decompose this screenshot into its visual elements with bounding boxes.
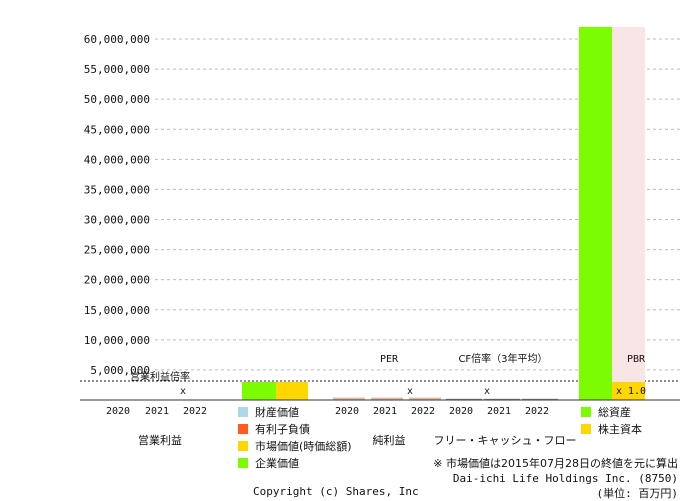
bar-shareholders-equity (612, 381, 645, 400)
x-tick-label: 2020 (106, 406, 130, 417)
multiple-label: PBR (627, 354, 646, 365)
y-tick-label: 10,000,000 (84, 334, 150, 347)
company-name: Dai-ichi Life Holdings Inc. (8750) (452, 472, 678, 485)
x-tick-label: 2022 (411, 406, 435, 417)
y-tick-label: 20,000,000 (84, 274, 150, 287)
multiple-label: CF倍率（3年平均） (458, 352, 547, 365)
price-date-note: ※ 市場価値は2015年07月28日の終値を元に算出 (433, 457, 678, 470)
legend-item: 財産価値 (236, 404, 356, 421)
x-tick-label: 2022 (525, 406, 549, 417)
legend-label: 企業価値 (255, 457, 299, 470)
legend-swatch (238, 458, 248, 468)
y-axis-tick-labels: 5,000,000 10,000,000 15,000,000 20,000,000 2… (84, 33, 150, 377)
unit-label: (単位: 百万円) (596, 487, 679, 500)
bar-net-income (333, 397, 365, 400)
bar-market-value (276, 381, 308, 400)
legend-swatch (581, 407, 591, 417)
chart-labels: 2020 2021 2022 営業利益 営業利益倍率 x 2020 2021 2022 純利益 PE… (106, 352, 646, 447)
legend-swatch (581, 424, 591, 434)
multiple-value: x (407, 386, 413, 397)
bar-enterprise-value (242, 381, 276, 400)
x-tick-label: 2020 (449, 406, 473, 417)
legend-swatch (238, 424, 248, 434)
legend-item: 有利子負債 (236, 421, 356, 438)
y-tick-label: 15,000,000 (84, 304, 150, 317)
y-tick-label: 40,000,000 (84, 153, 150, 166)
legend-item: 株主資本 (579, 421, 679, 438)
y-tick-label: 55,000,000 (84, 63, 150, 76)
multiple-value: x (484, 386, 490, 397)
legend-label: 財産価値 (255, 406, 299, 419)
x-tick-label: 2022 (183, 406, 207, 417)
bar-net-income (371, 397, 403, 400)
legend-label: 有利子負債 (255, 423, 310, 436)
balance-background (612, 26, 645, 400)
x-tick-label: 2021 (487, 406, 511, 417)
bars (242, 26, 645, 400)
bar-free-cash-flow (446, 398, 482, 400)
legend-swatch (238, 441, 248, 451)
multiple-value: x (180, 386, 186, 397)
group-title: 営業利益 (138, 433, 182, 447)
legend-item: 総資産 (579, 404, 679, 421)
multiple-value: x 1.0 (616, 386, 646, 397)
y-tick-label: 50,000,000 (84, 93, 150, 106)
legend-item: 企業価値 (236, 455, 356, 472)
y-tick-label: 60,000,000 (84, 33, 150, 46)
y-tick-label: 45,000,000 (84, 123, 150, 136)
bar-total-assets (579, 26, 612, 400)
legend-swatch (238, 407, 248, 417)
group-title: 純利益 (373, 433, 406, 447)
bar-free-cash-flow (484, 398, 520, 400)
multiple-label: PER (380, 354, 399, 365)
y-tick-label: 30,000,000 (84, 214, 150, 227)
legend-item: 市場価値(時価総額) (236, 438, 356, 455)
legend-label: 株主資本 (598, 423, 642, 436)
x-tick-label: 2021 (373, 406, 397, 417)
legend-label: 総資産 (598, 406, 631, 419)
x-tick-label: 2021 (145, 406, 169, 417)
x-tick-label: 2020 (335, 406, 359, 417)
copyright: Copyright (c) Shares, Inc (253, 485, 419, 498)
legend-label: 市場価値(時価総額) (255, 440, 352, 453)
bar-free-cash-flow (522, 398, 558, 400)
legend-enterprise-value: 財産価値 有利子負債 市場価値(時価総額) 企業価値 (236, 404, 356, 472)
y-tick-label: 25,000,000 (84, 244, 150, 257)
multiple-label: 営業利益倍率 (130, 370, 190, 383)
bar-net-income (409, 397, 441, 400)
legend-balance-sheet: 総資産 株主資本 (579, 404, 679, 438)
y-tick-label: 35,000,000 (84, 183, 150, 196)
y-tick-label: 5,000,000 (90, 364, 150, 377)
group-title: フリー・キャッシュ・フロー (434, 434, 577, 447)
